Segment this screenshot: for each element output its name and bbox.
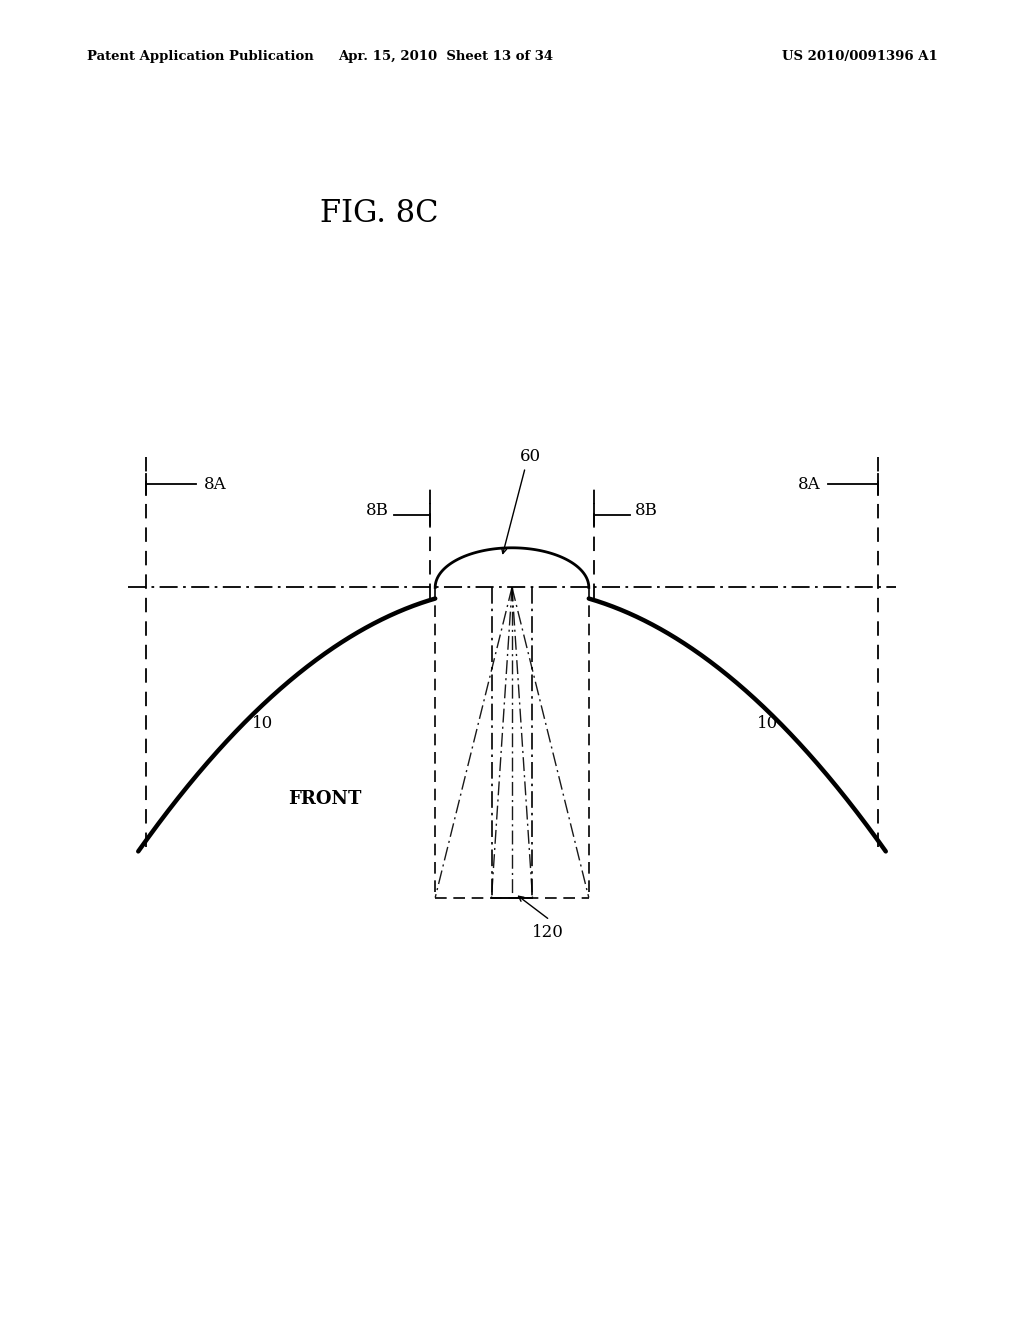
Text: 120: 120 (531, 924, 564, 941)
Text: 8A: 8A (204, 477, 226, 492)
Text: 8B: 8B (635, 503, 657, 519)
Text: US 2010/0091396 A1: US 2010/0091396 A1 (782, 50, 938, 63)
Text: 8B: 8B (367, 503, 389, 519)
Text: FIG. 8C: FIG. 8C (319, 198, 438, 230)
Text: Apr. 15, 2010  Sheet 13 of 34: Apr. 15, 2010 Sheet 13 of 34 (338, 50, 553, 63)
Text: 10: 10 (757, 715, 778, 733)
Text: Patent Application Publication: Patent Application Publication (87, 50, 313, 63)
Text: 60: 60 (520, 447, 541, 465)
Text: 8A: 8A (798, 477, 820, 492)
Text: 10: 10 (252, 715, 273, 733)
Text: FRONT: FRONT (289, 789, 361, 808)
